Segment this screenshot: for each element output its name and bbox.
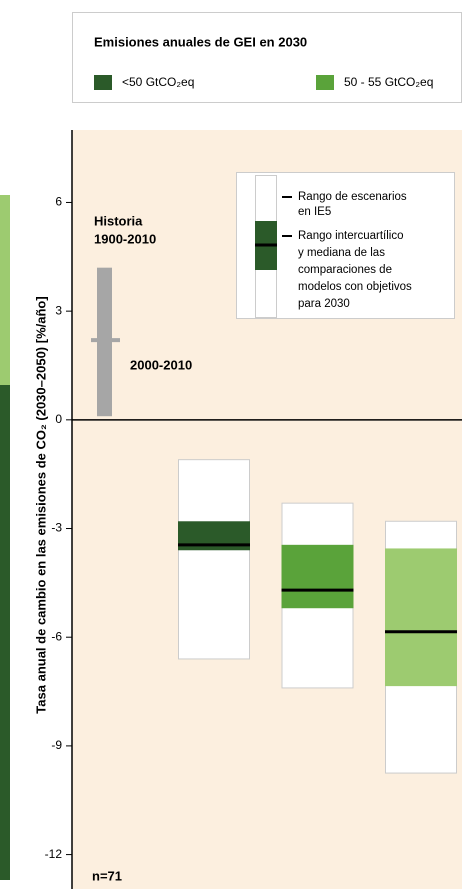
key-label: y mediana de las [298, 247, 385, 259]
y-tick-label: 3 [55, 303, 62, 317]
key-label: para 2030 [298, 298, 350, 310]
legend-title: Emisiones anuales de GEI en 2030 [94, 34, 307, 49]
y-tick-label: 0 [55, 412, 62, 426]
key-label: Rango de escenarios [298, 191, 407, 203]
legend-swatch [316, 75, 334, 90]
y-tick-label: -12 [45, 847, 63, 861]
key-label: comparaciones de [298, 264, 392, 276]
iqr-box [385, 548, 457, 687]
key-label: modelos con objetivos [298, 281, 412, 293]
side-strip [0, 385, 10, 880]
legend-swatch [94, 75, 112, 90]
key-label: Rango intercuartílico [298, 230, 403, 242]
legend-label: 50 - 55 GtCO₂eq [344, 75, 433, 89]
history-label: 1900-2010 [94, 231, 156, 246]
legend-label: <50 GtCO₂eq [122, 75, 194, 89]
y-axis-label: Tasa anual de cambio en las emisiones de… [33, 296, 48, 713]
y-tick-label: -9 [51, 738, 62, 752]
n-label: n=71 [92, 868, 122, 883]
iqr-box [281, 544, 354, 609]
history-recent-label: 2000-2010 [130, 357, 192, 372]
range-box [178, 459, 250, 660]
side-strip [0, 195, 10, 385]
legend-box [72, 12, 462, 103]
y-tick-label: -3 [51, 521, 62, 535]
y-tick-label: 6 [55, 195, 62, 209]
y-tick-label: -6 [51, 629, 62, 643]
history-label: Historia [94, 213, 143, 228]
key-label: en IE5 [298, 206, 331, 218]
